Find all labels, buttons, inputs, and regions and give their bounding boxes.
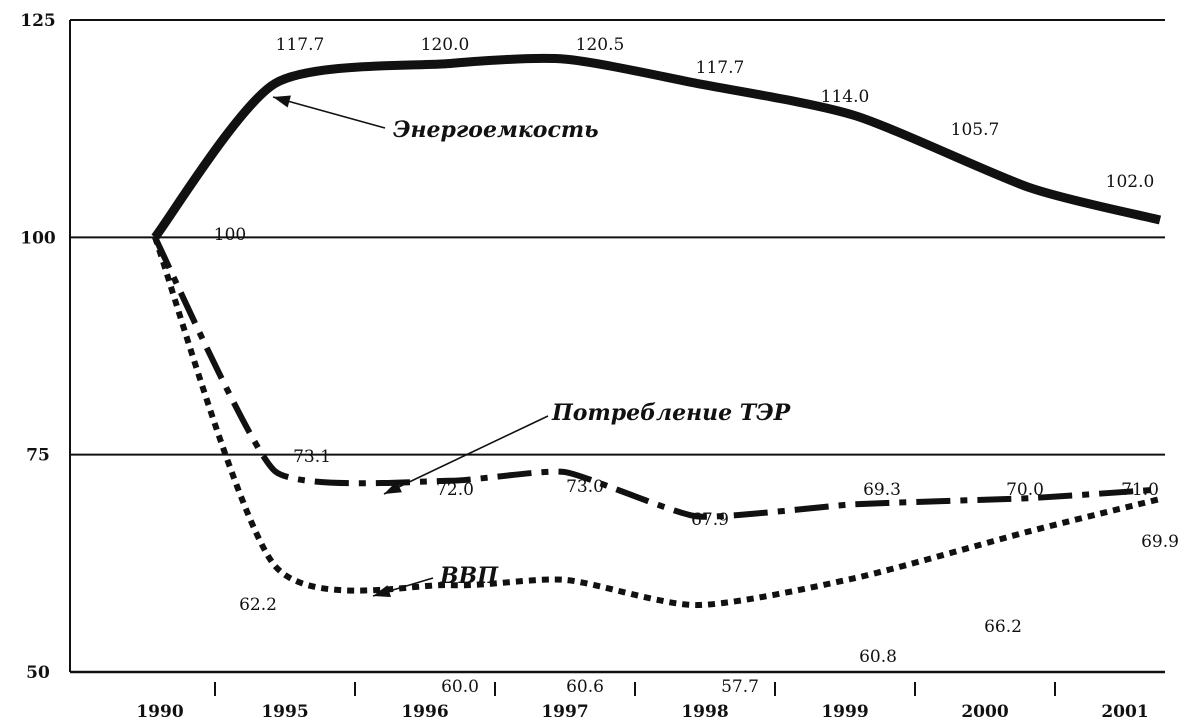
data-label: 105.7 [951,120,1000,140]
data-label: 69.3 [863,480,901,500]
data-label: 57.7 [721,677,759,697]
y-tick-label: 100 [20,228,56,248]
series-lines [151,53,1162,609]
data-label: 100 [214,225,246,245]
data-label: 67.9 [691,510,729,530]
data-label: 60.6 [566,677,604,697]
annotation-arrow-line [272,96,386,129]
x-tick-label: 2000 [961,702,1008,722]
annotation-arrow-head [373,585,391,598]
data-label: 114.0 [821,87,870,107]
data-label: 69.9 [1141,532,1179,552]
data-label: 72.0 [436,480,474,500]
annotation-arrow-head [384,481,402,494]
data-label: 102.0 [1106,172,1155,192]
series-line-1 [152,235,1161,520]
data-label: 73.1 [293,447,331,467]
y-tick-label: 75 [26,446,50,466]
data-label: 66.2 [984,617,1022,637]
grid-lines [70,19,1165,456]
series-line-2 [152,236,1161,609]
series-line-0 [151,53,1162,241]
x-tick-label: 2001 [1101,702,1148,722]
data-label: 62.2 [239,595,277,615]
series-name-label: Потребление ТЭР [551,400,792,426]
x-tick-label: 1995 [261,702,308,722]
x-tick-label: 1999 [821,702,868,722]
axes: 50 75 100 125 1990 1995 1996 1997 1998 1999 2000 20… [20,11,1165,722]
data-label: 117.7 [696,58,745,78]
series-name-label: Энергоемкость [393,117,599,143]
x-tick-label: 1996 [401,702,448,722]
data-label: 71.0 [1121,480,1159,500]
y-tick-label: 125 [20,11,56,31]
x-tick-label: 1990 [136,702,183,722]
annotation-arrow-line [383,415,549,495]
y-tick-label: 50 [26,663,50,683]
data-label: 120.0 [421,35,470,55]
x-tick-label: 1998 [681,702,728,722]
data-label: 60.0 [441,677,479,697]
series-name-label: ВВП [439,563,499,589]
data-label: 120.5 [576,35,625,55]
data-label: 117.7 [276,35,325,55]
annotation-arrow-head [273,95,291,108]
data-labels: 100 117.7 120.0 120.5 117.7 114.0 105.7 102.0 73… [214,35,1179,697]
data-label: 73.0 [566,477,604,497]
data-label: 60.8 [859,647,897,667]
data-label: 70.0 [1006,480,1044,500]
series-annotations: Энергоемкость Потребление ТЭР ВВП [272,95,792,598]
x-tick-label: 1997 [541,702,588,722]
